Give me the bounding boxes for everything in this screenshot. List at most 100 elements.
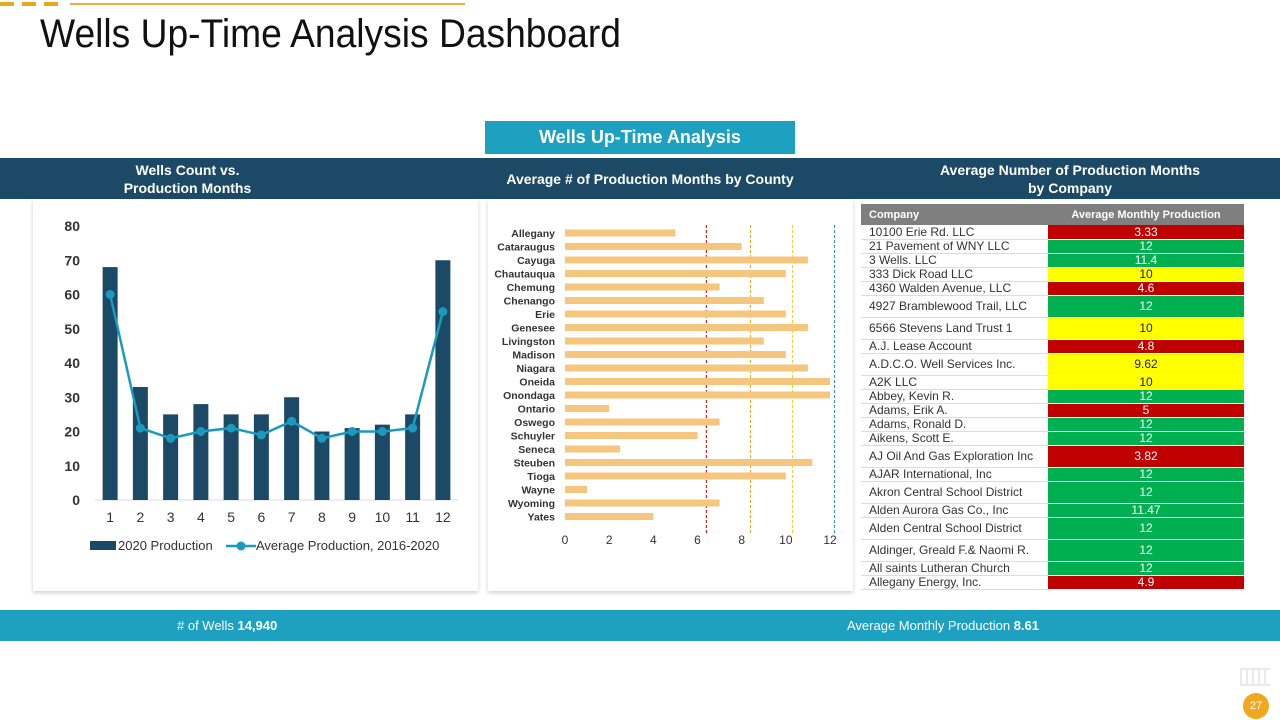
avg-production-cell: 12 [1048,239,1244,254]
x-tick-label: 2 [606,533,613,547]
average-production-point [317,433,327,443]
company-name: Alden Aurora Gas Co., Inc [861,503,1048,518]
x-tick-label: 6 [694,533,701,547]
avg-production-cell: 4.8 [1048,339,1244,354]
county-label: Wyoming [508,498,555,510]
average-production-point [226,423,236,433]
average-production-point [256,430,266,440]
county-bar [565,486,588,493]
company-row: Aldinger, Greald F.& Naomi R. 12 [861,539,1244,562]
x-tick-label: 8 [738,533,745,547]
average-production-point [105,290,115,299]
x-tick-label: 10 [779,533,793,547]
avg-production-cell: 11.47 [1048,503,1244,518]
production-bar [163,414,179,500]
county-label: Yates [528,512,556,524]
county-label: Seneca [518,444,555,456]
avg-production-cell: 12 [1048,481,1244,504]
company-name: 6566 Stevens Land Trust 1 [861,317,1048,340]
county-bar [565,418,720,426]
y-tick-label: 20 [64,424,80,440]
county-bar [565,337,764,345]
production-bar [284,397,300,500]
county-bar [565,243,742,250]
county-bar [565,445,621,453]
company-row: 10100 Erie Rd. LLC 3.33 [861,225,1244,240]
avg-production-cell: 4.9 [1048,575,1244,590]
x-tick-label: 4 [197,509,205,525]
county-label: Oswego [514,417,555,429]
county-label: Schuyler [511,431,555,443]
wells-count-label: # of Wells [177,618,234,633]
production-bar [223,414,239,500]
county-bar [565,499,720,507]
company-row: 4360 Walden Avenue, LLC 4.6 [861,281,1244,296]
average-production-point [166,433,176,443]
title-accent-dashes [0,2,60,6]
avg-production-cell: 10 [1048,375,1244,390]
company-row: A.D.C.O. Well Services Inc. 9.62 [861,353,1244,376]
title-accent-line [70,3,465,5]
company-row: 4927 Bramblewood Trail, LLC 12 [861,295,1244,318]
company-name: 333 Dick Road LLC [861,267,1048,282]
company-row: Adams, Ronald D. 12 [861,417,1244,432]
average-production-line [108,294,445,440]
county-bar [565,364,808,372]
county-bar [565,229,676,237]
x-tick-label: 9 [348,509,356,525]
company-name: AJ Oil And Gas Exploration Inc [861,445,1048,468]
wells-count-summary: # of Wells 14,940 [177,610,277,641]
company-row: AJAR International, Inc 12 [861,467,1244,482]
column-header-company: Company [861,204,1048,225]
avg-production-cell: 12 [1048,517,1244,540]
x-tick-label: 7 [288,509,296,525]
avg-production-cell: 12 [1048,417,1244,432]
header-county-months: Average # of Production Months by County [506,170,794,187]
y-tick-label: 50 [64,321,80,337]
production-bar [374,424,390,500]
company-row: AJ Oil And Gas Exploration Inc 3.82 [861,445,1244,468]
wells-count-panel: 0 10 20 30 40 50 60 70 80 1 2 3 4 5 6 7 8 9 10 11 12 2020 Pro… [33,199,478,591]
x-tick-label: 3 [167,509,175,525]
company-row: A2K LLC 10 [861,375,1244,390]
wells-count-value: 14,940 [237,618,278,633]
county-label: Chemung [507,282,555,294]
county-label: Chenango [504,296,555,308]
y-tick-label: 30 [64,389,80,405]
county-bar [565,283,720,291]
company-name: Alden Central School District [861,517,1048,540]
company-name: Adams, Ronald D. [861,417,1048,432]
avg-production-cell: 11.4 [1048,253,1244,268]
company-name: AJAR International, Inc [861,467,1048,482]
company-row: All saints Lutheran Church 12 [861,561,1244,576]
avg-production-summary: Average Monthly Production 8.61 [847,610,1039,641]
header-company-months: Average Number of Production Months by C… [939,161,1201,196]
production-bar [405,414,421,500]
county-bar [565,351,786,358]
avg-production-cell: 10 [1048,267,1244,282]
section-banner: Wells Up-Time Analysis [485,121,795,154]
company-row: Abbey, Kevin R. 12 [861,389,1244,404]
avg-production-cell: 4.6 [1048,281,1244,296]
header-band: Wells Count vs. Production Months Averag… [0,158,1280,199]
county-bar [565,378,830,385]
avg-production-cell: 10 [1048,317,1244,340]
county-label: Onondaga [503,390,555,402]
avg-production-cell: 12 [1048,539,1244,562]
average-production-point [438,307,448,317]
avg-production-value: 8.61 [1013,618,1040,633]
county-label: Oneida [519,377,555,389]
avg-production-cell: 12 [1048,431,1244,446]
production-bar [314,431,330,500]
company-row: Alden Aurora Gas Co., Inc 11.47 [861,503,1244,518]
x-tick-label: 8 [318,509,326,525]
county-label: Niagara [516,363,555,375]
county-bar [565,513,654,520]
average-production-point [377,427,387,436]
county-label: Erie [535,309,555,321]
y-tick-label: 80 [64,218,80,234]
company-name: All saints Lutheran Church [861,561,1048,576]
company-name: 10100 Erie Rd. LLC [861,225,1048,240]
company-table-header: Company Average Monthly Production [861,204,1244,225]
